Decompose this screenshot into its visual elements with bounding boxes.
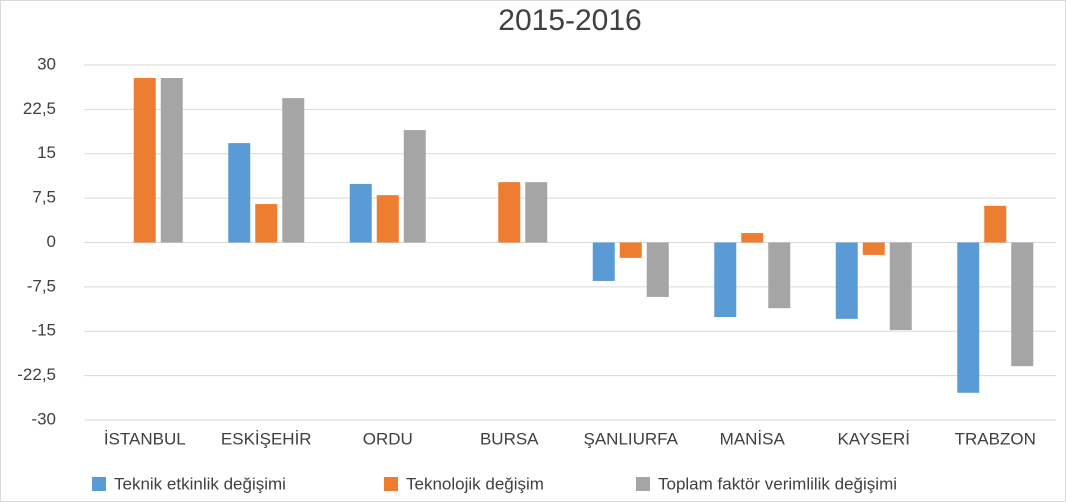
bar [133,78,156,243]
bar [957,242,980,393]
bar [741,233,764,243]
bar [525,182,548,243]
x-tick-label: KAYSERİ [838,429,910,448]
bar [835,242,858,319]
y-tick-label: 30 [37,54,56,73]
bar [1011,242,1034,367]
x-tick-label: MANİSA [720,429,786,448]
legend-swatch [92,477,106,491]
y-tick-label: -15 [31,321,56,340]
y-tick-label: 22,5 [23,99,56,118]
legend-swatch [636,477,650,491]
y-tick-label: 15 [37,143,56,162]
bar [349,183,372,243]
bar [403,130,426,243]
x-tick-label: İSTANBUL [104,429,186,448]
bar [862,242,885,255]
bar [592,242,615,281]
bar [619,242,642,258]
bar [984,205,1007,243]
x-tick-label: TRABZON [955,429,1036,448]
x-tick-label: ESKİŞEHİR [221,429,312,448]
legend-label: Teknik etkinlik değişimi [114,474,286,493]
bar [714,242,737,318]
legend-label: Toplam faktör verimlilik değişimi [658,474,897,493]
bar [889,242,912,331]
legend-swatch [384,477,398,491]
bar [646,242,669,297]
y-tick-label: 7,5 [32,188,56,207]
bar [282,98,305,243]
bar [160,78,183,243]
x-tick-label: BURSA [480,429,539,448]
bar [376,195,399,243]
y-tick-label: 0 [47,232,56,251]
legend-label: Teknolojik değişim [406,474,544,493]
bar [228,143,251,243]
bar [768,242,791,309]
y-tick-label: -30 [31,409,56,428]
chart-title: 2015-2016 [498,4,641,37]
x-tick-label: ŞANLIURFA [584,429,679,448]
y-tick-label: -7,5 [27,276,56,295]
y-tick-label: -22,5 [17,365,56,384]
bar [255,204,278,243]
x-tick-label: ORDU [363,429,413,448]
bar [498,182,521,243]
